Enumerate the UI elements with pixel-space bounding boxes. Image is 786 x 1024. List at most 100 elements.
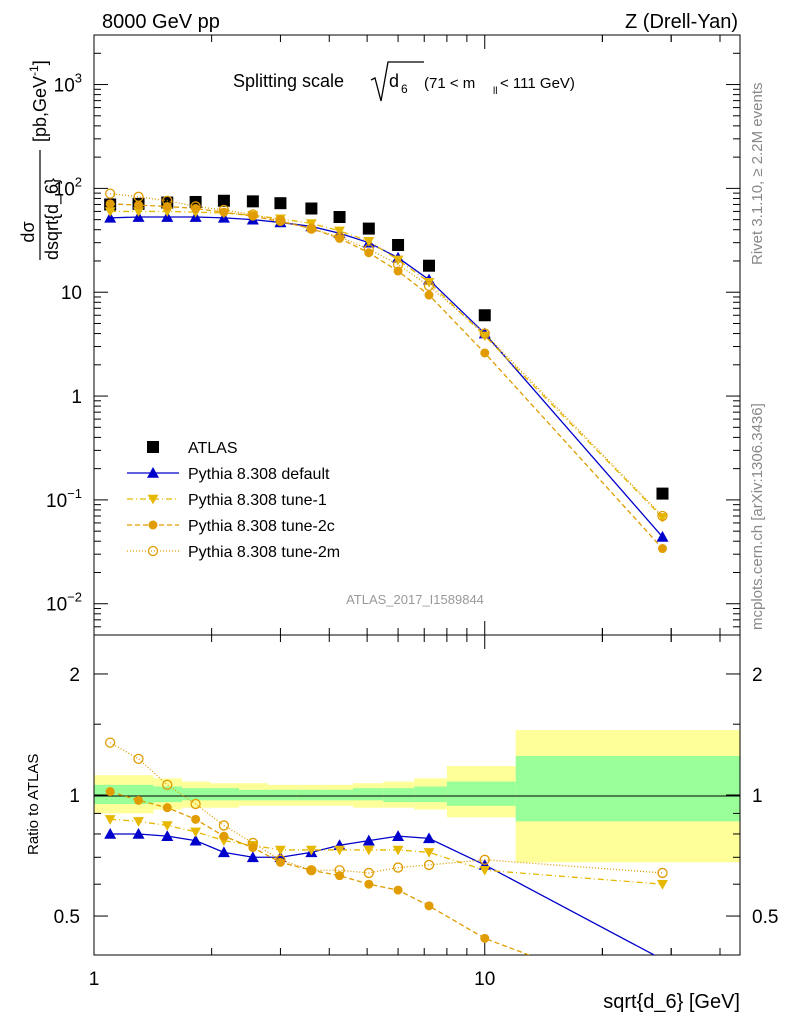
- ratio-3-point-11: [423, 859, 435, 871]
- series-0-point-13: [656, 487, 669, 500]
- legend-item-4: Pythia 8.308 tune-2m: [127, 544, 340, 561]
- ratio-2-point-0: [105, 787, 115, 797]
- y-tick-label-top-2: 10: [61, 283, 82, 304]
- series-4-point-6: [275, 215, 286, 226]
- band-green-1: [124, 784, 154, 804]
- ratio-2-point-4: [219, 831, 229, 841]
- series-3-point-3: [191, 204, 201, 214]
- series-4-point-12: [479, 328, 490, 339]
- y-tick-label-top-4: 10−1: [46, 486, 82, 512]
- y-tick-base: 10: [46, 491, 67, 512]
- legend-item-3: Pythia 8.308 tune-2c: [127, 518, 335, 535]
- y-axis-label-bottom: Ratio to ATLAS: [25, 754, 42, 855]
- series-line-2: [110, 210, 663, 518]
- series-2-point-0: [104, 207, 116, 217]
- mcplots-label: mcplots.cern.ch [arXiv:1306.3436]: [749, 403, 766, 630]
- series-0-point-5: [246, 195, 259, 208]
- series-2-point-8: [334, 226, 345, 237]
- series-0-point-11: [423, 259, 436, 272]
- y-tick-label-ratio-right-1: 1: [752, 786, 763, 807]
- ratio-3-point-8: [334, 865, 345, 876]
- series-0-point-9: [362, 222, 375, 235]
- y-tick-base: 10: [46, 595, 67, 616]
- ratio-3-point-9: [363, 867, 374, 879]
- band-green-5: [238, 789, 268, 801]
- ylabel-unit-sup: -1: [27, 65, 41, 76]
- y-tick-label-ratio-left-1: 1: [69, 786, 80, 807]
- y-tick-exp: 3: [75, 71, 82, 86]
- series-4-point-8: [334, 231, 345, 243]
- ratio-1-point-12: [479, 866, 491, 876]
- legend-label-3: Pythia 8.308 tune-2c: [188, 518, 335, 535]
- ratio-1-point-9: [363, 845, 375, 856]
- ratio-line-0: [110, 833, 656, 955]
- band-green-2: [153, 786, 183, 803]
- series-4-point-7: [306, 223, 317, 234]
- title-prefix: Splitting scale: [233, 71, 344, 91]
- legend-item-1: Pythia 8.308 default: [127, 466, 330, 483]
- series-0-point-8: [333, 211, 346, 224]
- ratio-1-point-8: [334, 845, 345, 856]
- ratio-2-point-12: [480, 933, 490, 943]
- x-tick-label-1: 1: [89, 969, 100, 990]
- y-tick-base: 10: [61, 283, 82, 304]
- ratio-3-point-13: [657, 867, 668, 879]
- series-3-point-9: [364, 248, 374, 258]
- ylabel-denominator: dsqrt{d_6}: [42, 178, 63, 260]
- series-4-point-0: [105, 188, 116, 199]
- series-1-point-0: [104, 211, 117, 223]
- ratio-line-2: [109, 790, 531, 955]
- plot-title: Splitting scale d 6 (71 < m ll < 111 GeV…: [233, 61, 575, 102]
- x-axis-label: sqrt{d_6} [GeV]: [603, 991, 740, 1013]
- series-4-point-11: [423, 280, 435, 292]
- ratio-3-point-10: [392, 862, 404, 873]
- ratio-3-point-2: [162, 779, 173, 790]
- ratio-3-point-7: [306, 865, 317, 876]
- series-4-point-5: [247, 209, 259, 220]
- ratio-2-point-11: [424, 901, 434, 911]
- series-0-point-10: [392, 238, 405, 251]
- ylabel-unit-text: [pb,GeV: [30, 76, 50, 142]
- ratio-1-point-2: [161, 821, 173, 831]
- y-tick-label-top-5: 10−2: [46, 590, 82, 616]
- ratio-series-3: [105, 737, 668, 879]
- ratio-0-point-4: [217, 846, 230, 858]
- ratio-3-point-0: [105, 737, 116, 748]
- ratio-series-2: [105, 787, 531, 955]
- y-tick-base: 10: [54, 76, 75, 97]
- series-3-point-12: [480, 348, 490, 358]
- energy-label: 8000 GeV pp: [102, 11, 220, 33]
- legend-marker-2: [147, 494, 159, 505]
- band-green-11: [414, 786, 447, 803]
- series-3-point-0: [105, 199, 115, 209]
- series-1-point-13: [656, 530, 669, 542]
- band-green-10: [383, 788, 415, 803]
- legend-label-4: Pythia 8.308 tune-2m: [188, 544, 340, 561]
- series-4-point-10: [392, 259, 404, 270]
- ratio-1-point-10: [392, 845, 404, 856]
- x-tick-label-10: 10: [474, 969, 495, 990]
- series-0-point-7: [305, 202, 318, 215]
- sqrt-symbol-icon: [370, 61, 424, 102]
- y-tick-base: 10: [54, 179, 75, 200]
- ratio-0-point-10: [392, 830, 405, 841]
- main-series: [104, 188, 669, 554]
- ratio-0-point-5: [246, 851, 259, 863]
- series-4-point-13: [657, 510, 668, 522]
- series-2-point-13: [657, 513, 668, 523]
- ratio-1-point-13: [657, 879, 668, 890]
- ratio-2-point-10: [393, 885, 403, 895]
- ratio-0-point-9: [362, 834, 375, 846]
- series-2-point-11: [423, 277, 435, 288]
- legend-label-0: ATLAS: [188, 440, 238, 457]
- ratio-1-point-11: [423, 848, 435, 858]
- ratio-1-point-7: [305, 845, 317, 856]
- ylabel-numerator: dσ: [18, 221, 38, 242]
- series-line-1: [110, 216, 663, 538]
- series-4-point-1: [133, 191, 144, 202]
- ratio-0-point-3: [189, 834, 202, 846]
- series-line-3: [110, 203, 663, 549]
- ratio-2-point-1: [134, 795, 144, 805]
- series-3-point-6: [275, 216, 285, 226]
